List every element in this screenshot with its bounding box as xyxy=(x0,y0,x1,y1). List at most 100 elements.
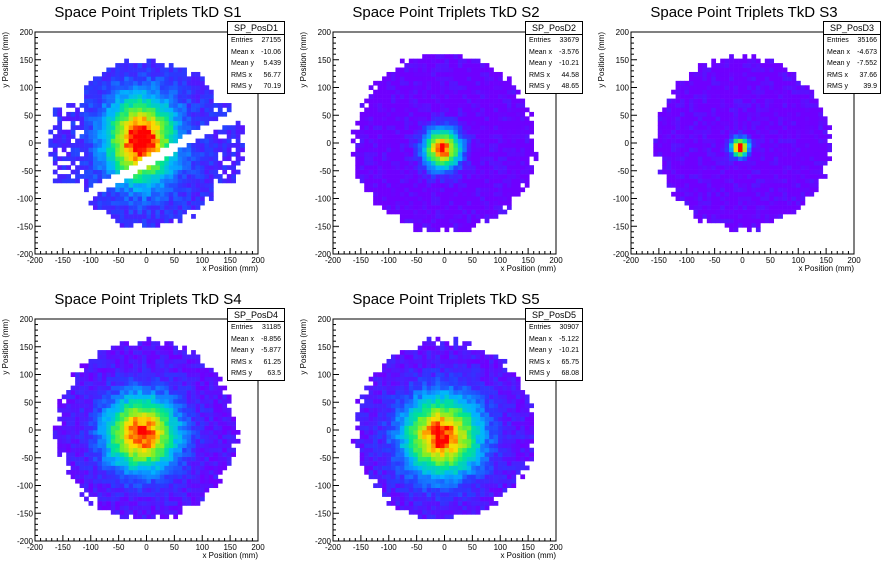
heatmap-cell xyxy=(110,209,116,215)
heatmap-cell xyxy=(137,156,143,162)
heatmap-cell xyxy=(200,372,205,378)
heatmap-cell xyxy=(146,434,152,440)
heatmap-cell xyxy=(191,111,196,117)
heatmap-cell xyxy=(448,178,454,184)
heatmap-cell xyxy=(142,452,147,457)
heatmap-cell xyxy=(386,85,392,91)
heatmap-cell xyxy=(671,169,676,175)
heatmap-cell xyxy=(746,151,752,157)
heatmap-cell xyxy=(662,156,667,162)
heatmap-cell xyxy=(377,147,383,153)
heatmap-cell xyxy=(475,71,481,77)
heatmap-cell xyxy=(680,111,685,117)
heatmap-cell xyxy=(475,218,481,224)
heatmap-cell xyxy=(191,178,196,184)
heatmap-cell xyxy=(760,214,766,219)
heatmap-cell xyxy=(502,160,508,166)
heatmap-cell xyxy=(489,209,494,215)
heatmap-cell xyxy=(115,394,121,400)
heatmap-cell xyxy=(186,354,192,360)
heatmap-cell xyxy=(75,478,80,484)
heatmap-cells xyxy=(48,58,245,228)
heatmap-cell xyxy=(75,398,80,404)
heatmap-cell xyxy=(498,182,503,188)
heatmap-cell xyxy=(662,134,667,139)
heatmap-cell xyxy=(462,222,468,228)
heatmap-cell xyxy=(809,143,815,148)
heatmap-cell xyxy=(164,430,170,435)
heatmap-cell xyxy=(471,178,477,184)
heatmap-cell xyxy=(97,165,103,170)
heatmap-cell xyxy=(159,103,165,108)
heatmap-cell xyxy=(159,443,165,449)
heatmap-cell xyxy=(764,71,770,77)
heatmap-cell xyxy=(150,474,156,480)
heatmap-cell xyxy=(529,125,534,130)
heatmap-cell xyxy=(150,169,156,175)
heatmap-cell xyxy=(769,94,775,99)
heatmap-cell xyxy=(119,403,125,409)
heatmap-cell xyxy=(182,187,187,193)
heatmap-cell xyxy=(760,187,766,193)
heatmap-cell xyxy=(155,421,161,426)
heatmap-cell xyxy=(217,178,223,184)
heatmap-cell xyxy=(404,196,410,202)
heatmap-cell xyxy=(159,107,165,113)
heatmap-cell xyxy=(222,103,228,108)
heatmap-cell xyxy=(128,116,134,122)
heatmap-cell xyxy=(128,358,134,364)
heatmap-cell xyxy=(155,116,161,122)
heatmap-cell xyxy=(498,143,503,148)
heatmap-cell xyxy=(506,205,512,210)
heatmap-cell xyxy=(124,76,129,82)
heatmap-cell xyxy=(146,67,152,73)
heatmap-cell xyxy=(146,169,152,175)
heatmap-cell xyxy=(142,412,147,417)
heatmap-cell xyxy=(431,196,436,202)
heatmap-cell xyxy=(204,156,210,162)
heatmap-cell xyxy=(164,501,170,506)
heatmap-cell xyxy=(173,134,179,139)
heatmap-cell xyxy=(529,120,534,126)
heatmap-cell xyxy=(75,372,80,378)
heatmap-cell xyxy=(364,125,369,130)
heatmap-cell xyxy=(204,116,210,122)
heatmap-cell xyxy=(115,191,121,197)
heatmap-cell xyxy=(200,76,205,82)
heatmap-cell xyxy=(675,107,681,113)
heatmap-cell xyxy=(444,89,450,95)
heatmap-cell xyxy=(431,218,436,224)
heatmap-cell xyxy=(177,367,183,373)
heatmap-cell xyxy=(422,187,427,193)
heatmap-cell xyxy=(489,103,494,108)
x-tick-label: -50 xyxy=(411,256,423,265)
heatmap-cell xyxy=(155,98,161,104)
heatmap-cell xyxy=(475,63,481,68)
heatmap-cell xyxy=(480,107,485,113)
heatmap-cell xyxy=(440,71,445,77)
heatmap-cell xyxy=(471,80,477,86)
heatmap-cell xyxy=(97,381,103,386)
heatmap-cell xyxy=(364,156,369,162)
heatmap-cell xyxy=(355,147,361,153)
heatmap-cell xyxy=(88,103,94,108)
heatmap-cell xyxy=(79,456,85,462)
heatmap-cell xyxy=(124,222,129,228)
heatmap-cell xyxy=(408,147,414,153)
heatmap-cell xyxy=(742,71,748,77)
heatmap-cell xyxy=(164,447,170,453)
heatmap-cell xyxy=(431,94,436,99)
heatmap-cell xyxy=(137,407,143,413)
heatmap-cell xyxy=(511,178,517,184)
heatmap-cell xyxy=(119,345,125,351)
heatmap-plot: -200 -150 -100 -50 0 50 100 150 200-200-150-100-… xyxy=(1,28,265,273)
heatmap-cell xyxy=(119,505,125,511)
x-tick-label: -50 xyxy=(709,256,721,265)
heatmap-cell xyxy=(155,107,161,113)
heatmap-cell xyxy=(515,156,521,162)
heatmap-cell xyxy=(119,363,125,369)
heatmap-cell xyxy=(168,372,174,378)
heatmap-cell xyxy=(150,71,156,77)
heatmap-cell xyxy=(480,165,485,170)
heatmap-cell xyxy=(70,111,76,117)
